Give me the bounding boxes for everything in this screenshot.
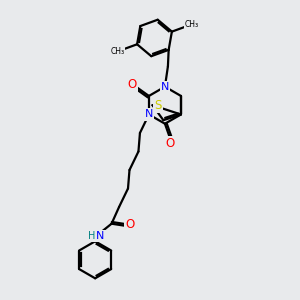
Text: N: N xyxy=(96,231,104,241)
Text: O: O xyxy=(166,137,175,150)
Text: O: O xyxy=(128,78,137,92)
Text: S: S xyxy=(154,99,161,112)
Text: N: N xyxy=(145,110,153,119)
Text: N: N xyxy=(161,82,169,92)
Text: CH₃: CH₃ xyxy=(110,47,124,56)
Text: O: O xyxy=(125,218,135,231)
Text: H: H xyxy=(88,231,96,241)
Text: CH₃: CH₃ xyxy=(185,20,199,29)
